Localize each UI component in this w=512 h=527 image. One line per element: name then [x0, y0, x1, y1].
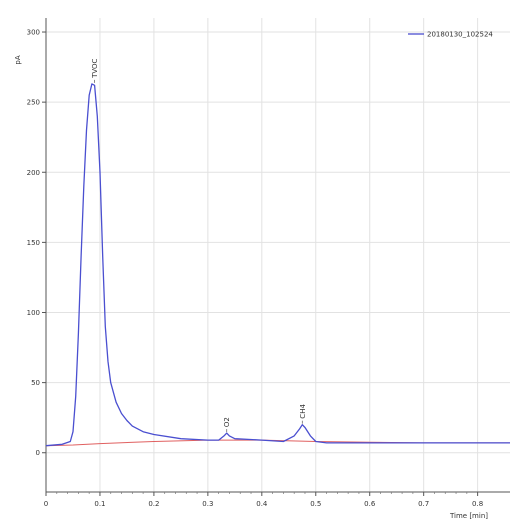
grid-lines: [46, 18, 510, 492]
y-tick-label-2: 100: [27, 309, 40, 317]
x-tick-label-5: 0.5: [310, 500, 321, 508]
series-lines: [45, 83, 510, 447]
x-tick-label-4: 0.4: [256, 500, 268, 508]
x-tick-label-6: 0.6: [364, 500, 376, 508]
x-axis-title: Time [min]: [449, 512, 488, 520]
x-tick-label-8: 0.8: [472, 500, 483, 508]
y-tick-label-0: 0: [36, 449, 40, 457]
x-tick-label-2: 0.2: [148, 500, 159, 508]
legend-label: 20180130_102524: [427, 31, 493, 39]
y-axis-title: pA: [14, 55, 22, 64]
y-tick-label-5: 250: [27, 99, 40, 107]
x-tick-label-7: 0.7: [418, 500, 429, 508]
peak-label-0: TVOC: [91, 58, 99, 78]
y-tick-label-3: 150: [27, 239, 40, 247]
x-tick-label-0: 0: [44, 500, 48, 508]
y-tick-label-4: 200: [27, 169, 40, 177]
series-line-0: [45, 83, 510, 447]
peak-annotations: TVOC O2 CH4: [91, 58, 307, 433]
x-axis-ticks: 0 0.1 0.2 0.3 0.4 0.5 0.6 0.7 0.8: [44, 492, 483, 508]
axes: [45, 18, 510, 493]
y-tick-label-6: 300: [27, 29, 40, 37]
legend: 20180130_102524: [408, 31, 493, 39]
peak-label-1: O2: [223, 417, 231, 427]
x-tick-label-3: 0.3: [202, 500, 213, 508]
y-tick-label-1: 50: [31, 379, 40, 387]
plot-area: [46, 18, 510, 492]
peak-label-2: CH4: [299, 404, 307, 419]
x-tick-label-1: 0.1: [94, 500, 105, 508]
y-axis-ticks: 0 50 100 150 200 250 300: [27, 29, 46, 457]
